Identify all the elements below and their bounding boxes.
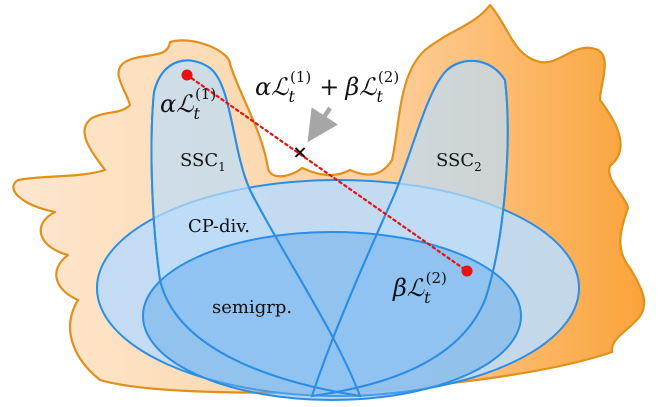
beta-l2-label: βℒt(2) [392,269,447,307]
convex-combination-line [185,73,469,273]
point-l1 [181,69,193,81]
cross-marker: × [292,142,307,163]
semigroup-label: semigrp. [212,297,292,318]
ssc1-outline [150,59,362,398]
combination-formula: αℒt(1) + βℒt(2) [255,68,399,106]
pointer-arrow [307,106,338,143]
semigroup-set [142,231,522,401]
ssc2-outline [310,59,509,398]
ssc1-label: SSC1 [180,150,226,174]
cp-div-label: CP-div. [188,216,250,237]
point-l2 [461,265,473,277]
ssc2-label: SSC2 [436,150,482,174]
alpha-l1-label: αℒt(1) [160,85,216,123]
